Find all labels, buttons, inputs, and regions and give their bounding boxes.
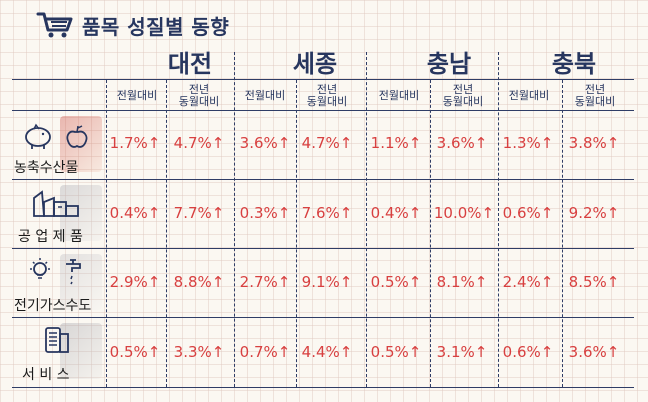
column-divider bbox=[166, 80, 167, 387]
value-cell: 7.7%↑ bbox=[173, 204, 225, 222]
header-top-rule bbox=[12, 79, 634, 80]
value-cell: 1.7%↑ bbox=[109, 134, 161, 152]
subheader-yoy-line1: 전년 bbox=[584, 83, 606, 96]
row-label-industry: 공 업 제 품 bbox=[18, 229, 83, 245]
subheader-yoy-line1: 전년 bbox=[316, 83, 338, 96]
goods-photo bbox=[60, 185, 102, 241]
region-sejong-header: 세종 bbox=[292, 50, 338, 78]
page-header: 품목 성질별 동향 bbox=[36, 8, 229, 42]
row-label-utilities: 전기가스수도 bbox=[14, 298, 92, 314]
subheader-yoy-chungnam: 전년 동월대비 bbox=[430, 84, 496, 108]
subheader-mom-sejong: 전월대비 bbox=[244, 89, 286, 102]
value-cell: 0.5%↑ bbox=[370, 273, 422, 291]
value-cell: 0.3%↑ bbox=[239, 204, 291, 222]
value-cell: 4.4%↑ bbox=[301, 343, 353, 361]
value-cell: 7.6%↑ bbox=[301, 204, 353, 222]
header-bottom-rule bbox=[12, 110, 634, 111]
value-cell: 3.1%↑ bbox=[436, 343, 488, 361]
value-cell: 0.7%↑ bbox=[239, 343, 291, 361]
subheader-mom-chungbuk: 전월대비 bbox=[508, 89, 550, 102]
value-cell: 8.8%↑ bbox=[173, 273, 225, 291]
value-cell: 9.2%↑ bbox=[568, 204, 620, 222]
region-chungbuk-header: 충북 bbox=[551, 50, 597, 78]
pig-and-apple-icon bbox=[25, 123, 88, 149]
subheader-yoy-sejong: 전년 동월대비 bbox=[294, 84, 360, 108]
value-cell: 8.1%↑ bbox=[436, 273, 488, 291]
subheader-yoy-line1: 전년 bbox=[188, 83, 210, 96]
column-divider bbox=[106, 80, 107, 387]
produce-photo bbox=[60, 116, 102, 172]
column-divider bbox=[234, 52, 235, 387]
bulb-and-faucet-icon bbox=[30, 258, 81, 285]
value-cell: 9.1%↑ bbox=[301, 273, 353, 291]
value-cell: 3.6%↑ bbox=[568, 343, 620, 361]
column-divider bbox=[296, 80, 297, 387]
subheader-mom-daejeon: 전월대비 bbox=[116, 89, 158, 102]
subheader-yoy-line2: 동월대비 bbox=[306, 95, 348, 108]
column-divider bbox=[498, 52, 499, 387]
subheader-yoy-line1: 전년 bbox=[452, 83, 474, 96]
value-cell: 2.4%↑ bbox=[502, 273, 554, 291]
column-divider bbox=[562, 80, 563, 387]
value-cell: 3.8%↑ bbox=[568, 134, 620, 152]
service-photo bbox=[60, 323, 102, 379]
row-label-agri: 농축수산물 bbox=[14, 160, 79, 176]
value-cell: 4.7%↑ bbox=[301, 134, 353, 152]
subheader-yoy-line2: 동월대비 bbox=[574, 95, 616, 108]
value-cell: 8.5%↑ bbox=[568, 273, 620, 291]
shopping-cart-icon bbox=[36, 12, 73, 38]
column-divider bbox=[366, 52, 367, 387]
row-label-services: 서 비 스 bbox=[22, 367, 70, 383]
table-bottom-rule bbox=[12, 387, 634, 388]
page-title: 품목 성질별 동향 bbox=[82, 14, 230, 39]
value-cell: 1.3%↑ bbox=[502, 134, 554, 152]
region-daejeon-header: 대전 bbox=[167, 50, 213, 78]
factory-icon bbox=[33, 190, 79, 217]
receipt-icon bbox=[45, 327, 69, 353]
value-cell: 3.6%↑ bbox=[239, 134, 291, 152]
subheader-yoy-chungbuk: 전년 동월대비 bbox=[562, 84, 628, 108]
value-cell: 3.6%↑ bbox=[436, 134, 488, 152]
row-divider bbox=[12, 248, 634, 249]
subheader-yoy-line2: 동월대비 bbox=[442, 95, 484, 108]
value-cell: 1.1%↑ bbox=[370, 134, 422, 152]
value-cell: 2.7%↑ bbox=[239, 273, 291, 291]
row-divider bbox=[12, 179, 634, 180]
region-chungnam-header: 충남 bbox=[426, 50, 472, 78]
value-cell: 0.5%↑ bbox=[370, 343, 422, 361]
subheader-mom-chungnam: 전월대비 bbox=[378, 89, 420, 102]
value-cell: 3.3%↑ bbox=[173, 343, 225, 361]
value-cell: 0.6%↑ bbox=[502, 343, 554, 361]
value-cell: 2.9%↑ bbox=[109, 273, 161, 291]
value-cell: 0.4%↑ bbox=[370, 204, 422, 222]
column-divider bbox=[430, 80, 431, 387]
row-divider bbox=[12, 317, 634, 318]
value-cell: 0.4%↑ bbox=[109, 204, 161, 222]
value-cell: 10.0%↑ bbox=[433, 204, 495, 222]
value-cell: 0.6%↑ bbox=[502, 204, 554, 222]
subheader-yoy-daejeon: 전년 동월대비 bbox=[166, 84, 232, 108]
value-cell: 0.5%↑ bbox=[109, 343, 161, 361]
subheader-yoy-line2: 동월대비 bbox=[178, 95, 220, 108]
value-cell: 4.7%↑ bbox=[173, 134, 225, 152]
